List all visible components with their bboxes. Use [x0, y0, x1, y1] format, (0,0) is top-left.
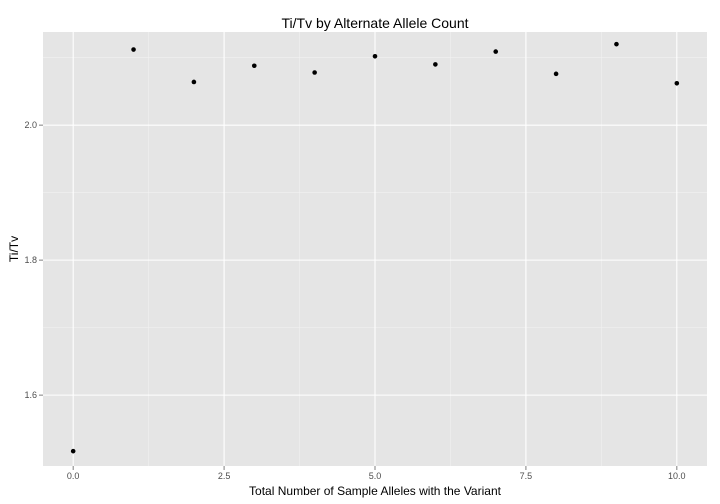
y-tick-label: 2.0 [24, 120, 37, 130]
x-axis-label: Total Number of Sample Alleles with the … [249, 484, 502, 498]
x-tick-label: 2.5 [218, 471, 231, 481]
x-tick-label: 5.0 [369, 471, 382, 481]
data-point [614, 41, 619, 47]
data-point [553, 71, 559, 77]
y-tick-label: 1.6 [24, 390, 37, 400]
data-point [131, 47, 136, 52]
data-point [493, 49, 499, 54]
x-tick-label: 10.0 [668, 471, 686, 481]
chart-title: Ti/Tv by Alternate Allele Count [281, 15, 468, 31]
data-point [70, 448, 76, 454]
x-tick-label: 7.5 [520, 471, 533, 481]
data-point [372, 53, 378, 59]
y-axis-label: Ti/Tv [7, 236, 21, 262]
grid-major [43, 32, 707, 466]
x-axis-ticks: 0.0 2.5 5.0 7.5 10.0 [67, 466, 686, 481]
data-points [70, 41, 680, 454]
y-axis-ticks: 1.6 1.8 2.0 [24, 120, 43, 400]
x-tick-label: 0.0 [67, 471, 80, 481]
y-tick-label: 1.8 [24, 255, 37, 265]
data-point [251, 63, 257, 69]
data-point [433, 62, 438, 67]
data-point [191, 79, 197, 85]
data-point [312, 70, 317, 75]
data-point [674, 80, 680, 86]
